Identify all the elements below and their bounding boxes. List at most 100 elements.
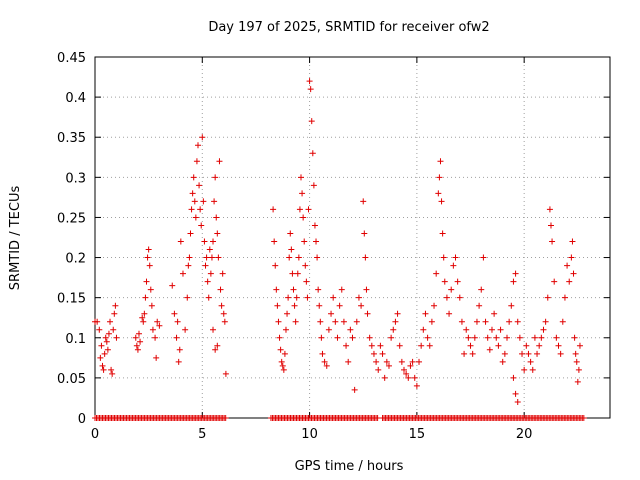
- data-point: [420, 326, 427, 333]
- data-point: [199, 134, 206, 141]
- data-point: [108, 366, 115, 373]
- data-point: [101, 350, 108, 357]
- data-point: [458, 318, 465, 325]
- data-point: [193, 158, 200, 165]
- data-point: [306, 78, 313, 85]
- data-point: [508, 302, 515, 309]
- data-point: [282, 326, 289, 333]
- x-tick-label: 10: [301, 427, 318, 442]
- data-point: [319, 350, 326, 357]
- grid: [95, 57, 610, 418]
- data-point: [133, 342, 140, 349]
- data-point: [190, 174, 197, 181]
- data-point: [308, 118, 315, 125]
- data-point: [439, 230, 446, 237]
- x-tick-labels: 0 5 10 15 20: [91, 427, 533, 442]
- x-tick-label: 20: [516, 427, 533, 442]
- y-tick-labels: 0 0.05 0.1 0.15 0.2 0.25 0.3 0.35 0.4 0.45: [57, 51, 86, 427]
- data-point: [142, 294, 149, 301]
- data-point: [407, 362, 414, 369]
- data-point: [316, 302, 323, 309]
- data-point: [388, 334, 395, 341]
- data-point: [139, 314, 146, 321]
- data-point: [368, 342, 375, 349]
- data-point: [174, 318, 181, 325]
- data-point: [148, 302, 155, 309]
- data-point: [330, 294, 337, 301]
- data-point: [298, 174, 304, 181]
- data-point: [521, 366, 528, 373]
- data-point: [403, 370, 410, 377]
- data-point: [309, 150, 316, 157]
- data-point: [135, 330, 142, 337]
- data-point: [559, 318, 566, 325]
- data-point: [512, 390, 519, 397]
- data-point: [299, 190, 306, 197]
- data-point: [561, 294, 568, 301]
- data-point: [204, 278, 211, 285]
- data-point: [169, 282, 176, 289]
- data-point: [291, 302, 298, 309]
- data-point: [405, 374, 412, 381]
- data-point: [381, 374, 388, 381]
- data-point: [216, 158, 223, 165]
- data-point: [276, 334, 283, 341]
- data-point: [271, 238, 278, 245]
- data-point: [182, 326, 189, 333]
- data-point: [154, 318, 161, 325]
- data-point: [542, 318, 549, 325]
- data-point: [149, 326, 156, 333]
- data-point: [140, 318, 147, 325]
- data-point: [210, 238, 217, 245]
- data-point: [575, 366, 582, 373]
- data-point: [205, 294, 212, 301]
- data-point: [456, 294, 463, 301]
- data-point: [281, 350, 288, 357]
- data-point: [491, 310, 498, 317]
- data-point: [221, 318, 228, 325]
- data-point: [569, 238, 576, 245]
- data-point: [383, 358, 390, 365]
- data-point: [338, 286, 345, 293]
- data-point: [206, 246, 213, 253]
- data-point: [525, 350, 532, 357]
- data-point: [438, 198, 445, 205]
- data-point: [217, 286, 224, 293]
- data-point: [364, 310, 371, 317]
- data-point: [147, 286, 154, 293]
- data-point: [531, 334, 538, 341]
- data-point: [573, 358, 580, 365]
- data-point: [377, 342, 384, 349]
- data-point: [546, 206, 553, 213]
- y-tick-label: 0.1: [65, 332, 86, 347]
- data-point: [211, 198, 218, 205]
- data-point: [295, 254, 302, 261]
- data-point: [373, 358, 380, 365]
- data-point: [287, 230, 294, 237]
- data-point: [279, 362, 286, 369]
- data-point: [362, 254, 369, 261]
- data-point: [156, 322, 163, 329]
- data-point: [499, 358, 506, 365]
- data-point: [303, 278, 310, 285]
- data-point: [379, 350, 386, 357]
- data-point: [396, 342, 403, 349]
- x-tick-label: 5: [198, 427, 206, 442]
- data-point: [186, 254, 193, 261]
- data-point: [441, 278, 448, 285]
- data-point: [426, 342, 433, 349]
- data-point: [576, 342, 583, 349]
- data-point: [510, 278, 517, 285]
- data-point: [452, 254, 459, 261]
- data-point: [200, 198, 207, 205]
- data-point: [214, 342, 221, 349]
- data-point: [433, 270, 440, 277]
- data-point: [202, 262, 209, 269]
- y-tick-label: 0.4: [65, 91, 86, 106]
- data-point: [207, 270, 214, 277]
- data-point: [210, 326, 217, 333]
- data-point: [98, 342, 105, 349]
- data-point: [153, 354, 160, 361]
- data-point: [353, 318, 360, 325]
- data-point: [355, 294, 362, 301]
